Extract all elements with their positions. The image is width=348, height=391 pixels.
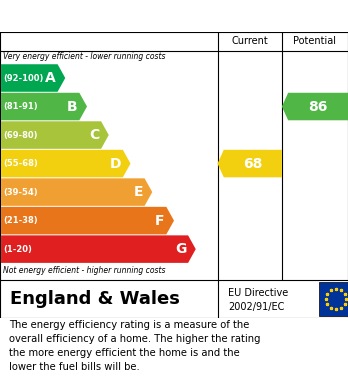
Text: C: C (89, 128, 100, 142)
Polygon shape (1, 235, 196, 263)
Text: The energy efficiency rating is a measure of the
overall efficiency of a home. T: The energy efficiency rating is a measur… (9, 320, 260, 372)
Bar (319, 282, 348, 316)
Polygon shape (1, 150, 130, 178)
Polygon shape (1, 64, 65, 92)
Text: G: G (175, 242, 187, 256)
Text: Potential: Potential (293, 36, 337, 46)
Text: (1-20): (1-20) (3, 245, 32, 254)
Text: England & Wales: England & Wales (10, 290, 180, 308)
Text: EU Directive: EU Directive (228, 288, 288, 298)
Polygon shape (1, 178, 152, 206)
Text: (69-80): (69-80) (3, 131, 38, 140)
Text: (81-91): (81-91) (3, 102, 38, 111)
Polygon shape (1, 93, 87, 120)
Text: 86: 86 (308, 100, 328, 113)
Text: Current: Current (231, 36, 268, 46)
Text: F: F (155, 213, 165, 228)
Text: E: E (133, 185, 143, 199)
Polygon shape (1, 121, 109, 149)
Text: B: B (67, 100, 78, 113)
Polygon shape (1, 207, 174, 234)
Text: (21-38): (21-38) (3, 216, 38, 225)
Text: (55-68): (55-68) (3, 159, 38, 168)
Text: Not energy efficient - higher running costs: Not energy efficient - higher running co… (3, 266, 166, 275)
Text: (92-100): (92-100) (3, 74, 44, 83)
Polygon shape (282, 93, 348, 120)
Text: (39-54): (39-54) (3, 188, 38, 197)
Text: Energy Efficiency Rating: Energy Efficiency Rating (10, 9, 220, 23)
Text: A: A (45, 71, 56, 85)
Text: D: D (110, 156, 121, 170)
Text: 68: 68 (243, 156, 262, 170)
Text: Very energy efficient - lower running costs: Very energy efficient - lower running co… (3, 52, 166, 61)
Text: 2002/91/EC: 2002/91/EC (228, 302, 284, 312)
Polygon shape (218, 150, 282, 178)
